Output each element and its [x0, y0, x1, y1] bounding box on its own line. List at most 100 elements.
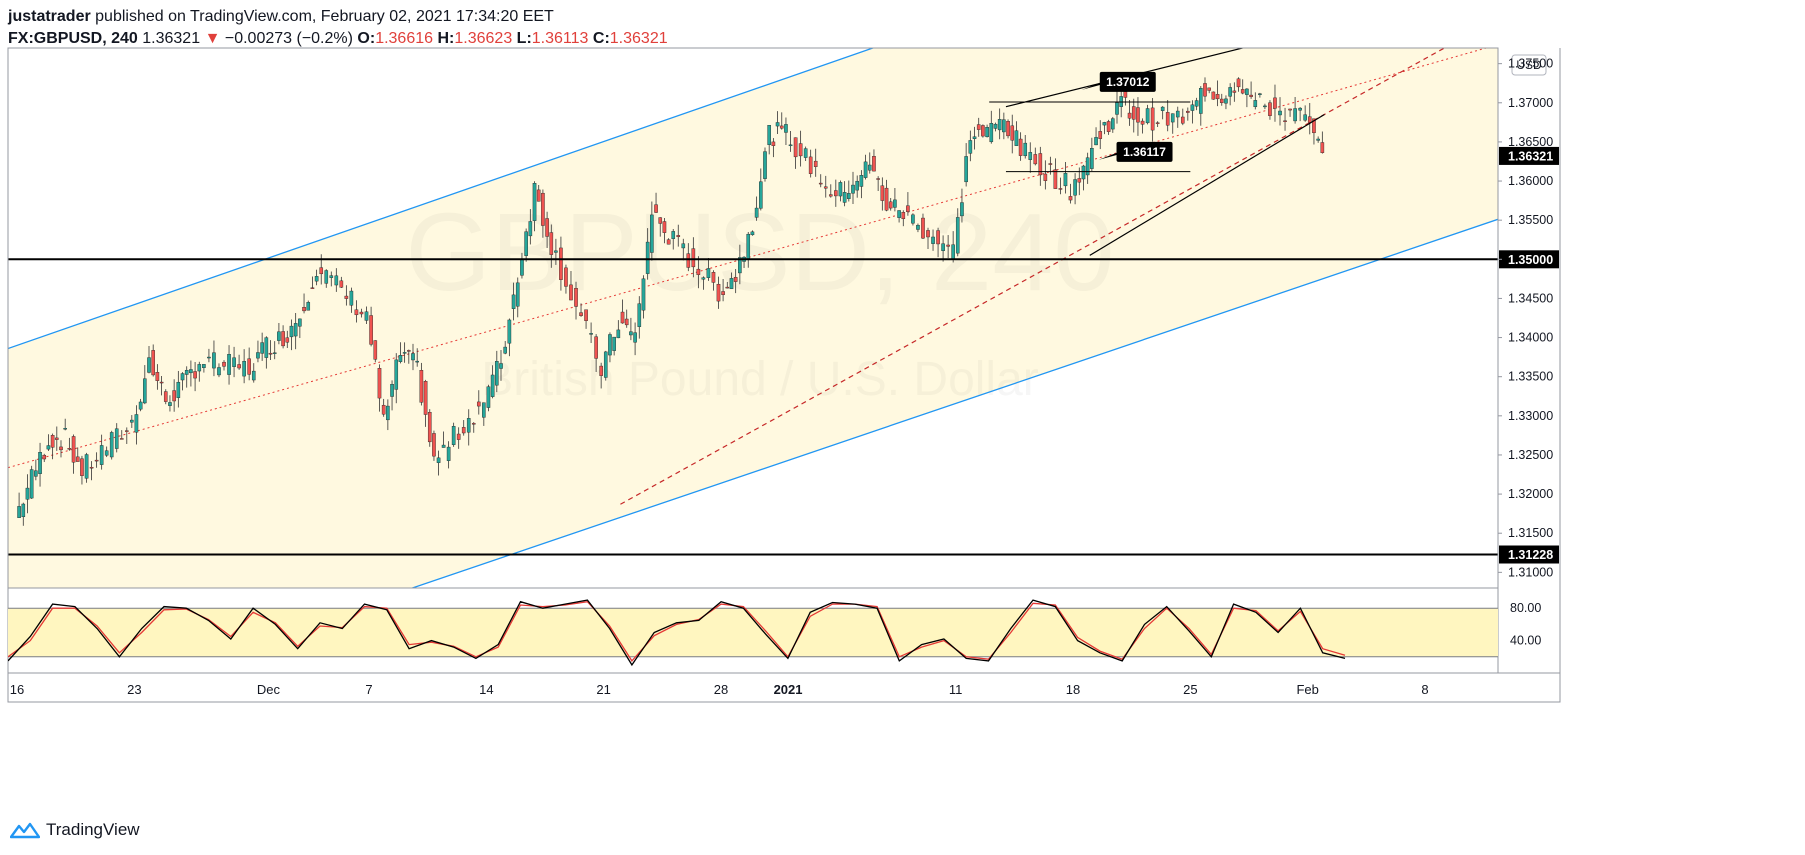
candle-body — [277, 331, 281, 341]
candle — [515, 277, 520, 318]
candle — [906, 192, 910, 216]
candle-body — [71, 436, 76, 463]
candle — [608, 332, 612, 363]
candle — [859, 170, 864, 199]
candle-body — [29, 469, 34, 499]
price-callout: 1.36117 — [1098, 141, 1173, 162]
candle — [59, 440, 63, 458]
candle — [1136, 97, 1140, 136]
candle — [1190, 100, 1195, 124]
candle-body — [134, 414, 139, 433]
price-pane: GBPUSD, 240 British Pound / U.S. Dollar — [8, 48, 1498, 588]
candle — [574, 281, 578, 320]
candle — [738, 244, 742, 285]
candle — [99, 434, 104, 470]
candle-body — [432, 433, 436, 457]
candle-body — [75, 456, 80, 462]
candle-body — [155, 372, 160, 381]
candle-body — [441, 444, 446, 448]
time-tick-label: 2021 — [774, 682, 803, 697]
candle-body — [247, 358, 251, 375]
candle — [620, 299, 625, 324]
candle-body — [1006, 121, 1010, 137]
footer-brand[interactable]: TradingView — [10, 820, 140, 840]
candle-body — [1043, 173, 1048, 181]
price-tick-label: 1.37500 — [1508, 57, 1553, 71]
brand-name: TradingView — [46, 820, 140, 839]
candle — [1253, 92, 1258, 110]
candle — [114, 423, 119, 453]
candle-body — [823, 186, 828, 189]
candle-body — [189, 369, 193, 374]
author-name[interactable]: justatrader — [8, 8, 91, 25]
candle-body — [559, 247, 563, 280]
candle-body — [1111, 118, 1115, 130]
candle-body — [759, 181, 763, 209]
candle — [931, 229, 935, 251]
candle — [314, 269, 319, 286]
candle-body — [1219, 98, 1224, 103]
candle — [419, 362, 424, 406]
candle — [691, 237, 696, 278]
candle — [941, 235, 945, 262]
callout-box — [1116, 141, 1173, 162]
candle-body — [564, 267, 568, 287]
candle-body — [771, 141, 776, 146]
candle-body — [842, 192, 847, 203]
candle — [202, 363, 206, 373]
candle — [207, 348, 211, 363]
candle — [532, 181, 537, 232]
candle-body — [968, 140, 973, 154]
candle-body — [1245, 88, 1249, 95]
candle-body — [1068, 196, 1073, 201]
candle-body — [1263, 105, 1267, 108]
stoch-d-line — [8, 601, 1346, 662]
candle-body — [34, 470, 38, 477]
candle — [1028, 142, 1033, 173]
candle-body — [339, 280, 344, 288]
candle-body — [645, 241, 650, 274]
candle-body — [921, 217, 925, 239]
candle — [1145, 104, 1150, 125]
candle-body — [893, 199, 897, 208]
symbol-label[interactable]: FX:GBPUSD, 240 — [8, 30, 138, 47]
candle — [729, 272, 734, 290]
candle — [1273, 84, 1277, 122]
candle — [855, 175, 859, 198]
candle — [46, 434, 51, 452]
candle-body — [268, 352, 273, 355]
candle — [42, 453, 47, 463]
candle-body — [1258, 93, 1262, 95]
candle — [569, 270, 573, 301]
candle — [503, 341, 507, 355]
candle — [456, 427, 461, 449]
candle — [1081, 164, 1086, 191]
candle-body — [456, 433, 461, 440]
candle-body — [151, 350, 155, 376]
candle — [159, 375, 164, 396]
candle — [124, 427, 129, 444]
candle — [163, 389, 168, 405]
candle — [1288, 108, 1292, 117]
candle-body — [302, 307, 306, 312]
candle-body — [109, 432, 114, 458]
candle-body — [976, 124, 981, 130]
candle — [398, 342, 403, 364]
candle — [911, 213, 915, 226]
candle-body — [1165, 112, 1170, 126]
candle — [1111, 116, 1115, 133]
candle-body — [147, 357, 151, 373]
candle — [359, 308, 364, 318]
candle-body — [1140, 120, 1145, 125]
candle — [50, 433, 55, 460]
candle — [394, 353, 399, 404]
candle — [813, 148, 818, 177]
candle-body — [1228, 87, 1232, 97]
candle-body — [779, 125, 784, 129]
price-tick-label: 1.33000 — [1508, 409, 1553, 423]
candle-body — [21, 503, 26, 518]
candle-body — [1199, 88, 1203, 114]
candle — [528, 209, 533, 245]
price-tick-label: 1.32000 — [1508, 487, 1553, 501]
